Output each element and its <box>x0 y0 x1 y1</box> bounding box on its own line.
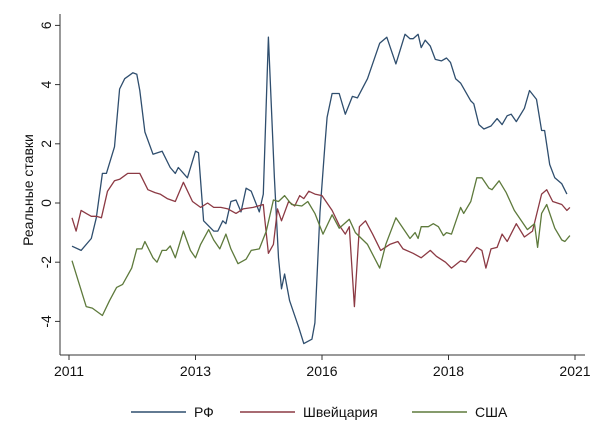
series-line-2 <box>71 172 571 308</box>
x-tick-label: 2013 <box>180 363 211 379</box>
legend-label: Швейцария <box>303 404 378 420</box>
series-lines <box>71 33 571 345</box>
y-tick-label: 4 <box>38 80 54 88</box>
y-tick-label: -2 <box>38 256 54 269</box>
y-tick-label: 2 <box>38 140 54 148</box>
series-line-3 <box>71 177 571 317</box>
legend-label: РФ <box>194 404 214 420</box>
x-tick-label: 2018 <box>433 363 464 379</box>
y-tick-label: 0 <box>38 199 54 207</box>
y-axis-label: Реальные ставки <box>20 134 36 246</box>
y-tick-label: 6 <box>38 21 54 29</box>
legend: РФ Швейцария США <box>131 404 508 420</box>
legend-label: США <box>475 404 508 420</box>
y-tick-label: -4 <box>38 315 54 328</box>
axes: -4 -2 0 2 4 6 2011 2013 2016 2018 2021 <box>38 14 591 379</box>
x-tick-label: 2016 <box>306 363 337 379</box>
x-tick-label: 2011 <box>54 363 84 379</box>
series-line-1 <box>71 33 568 345</box>
x-tick-label: 2021 <box>559 363 590 379</box>
